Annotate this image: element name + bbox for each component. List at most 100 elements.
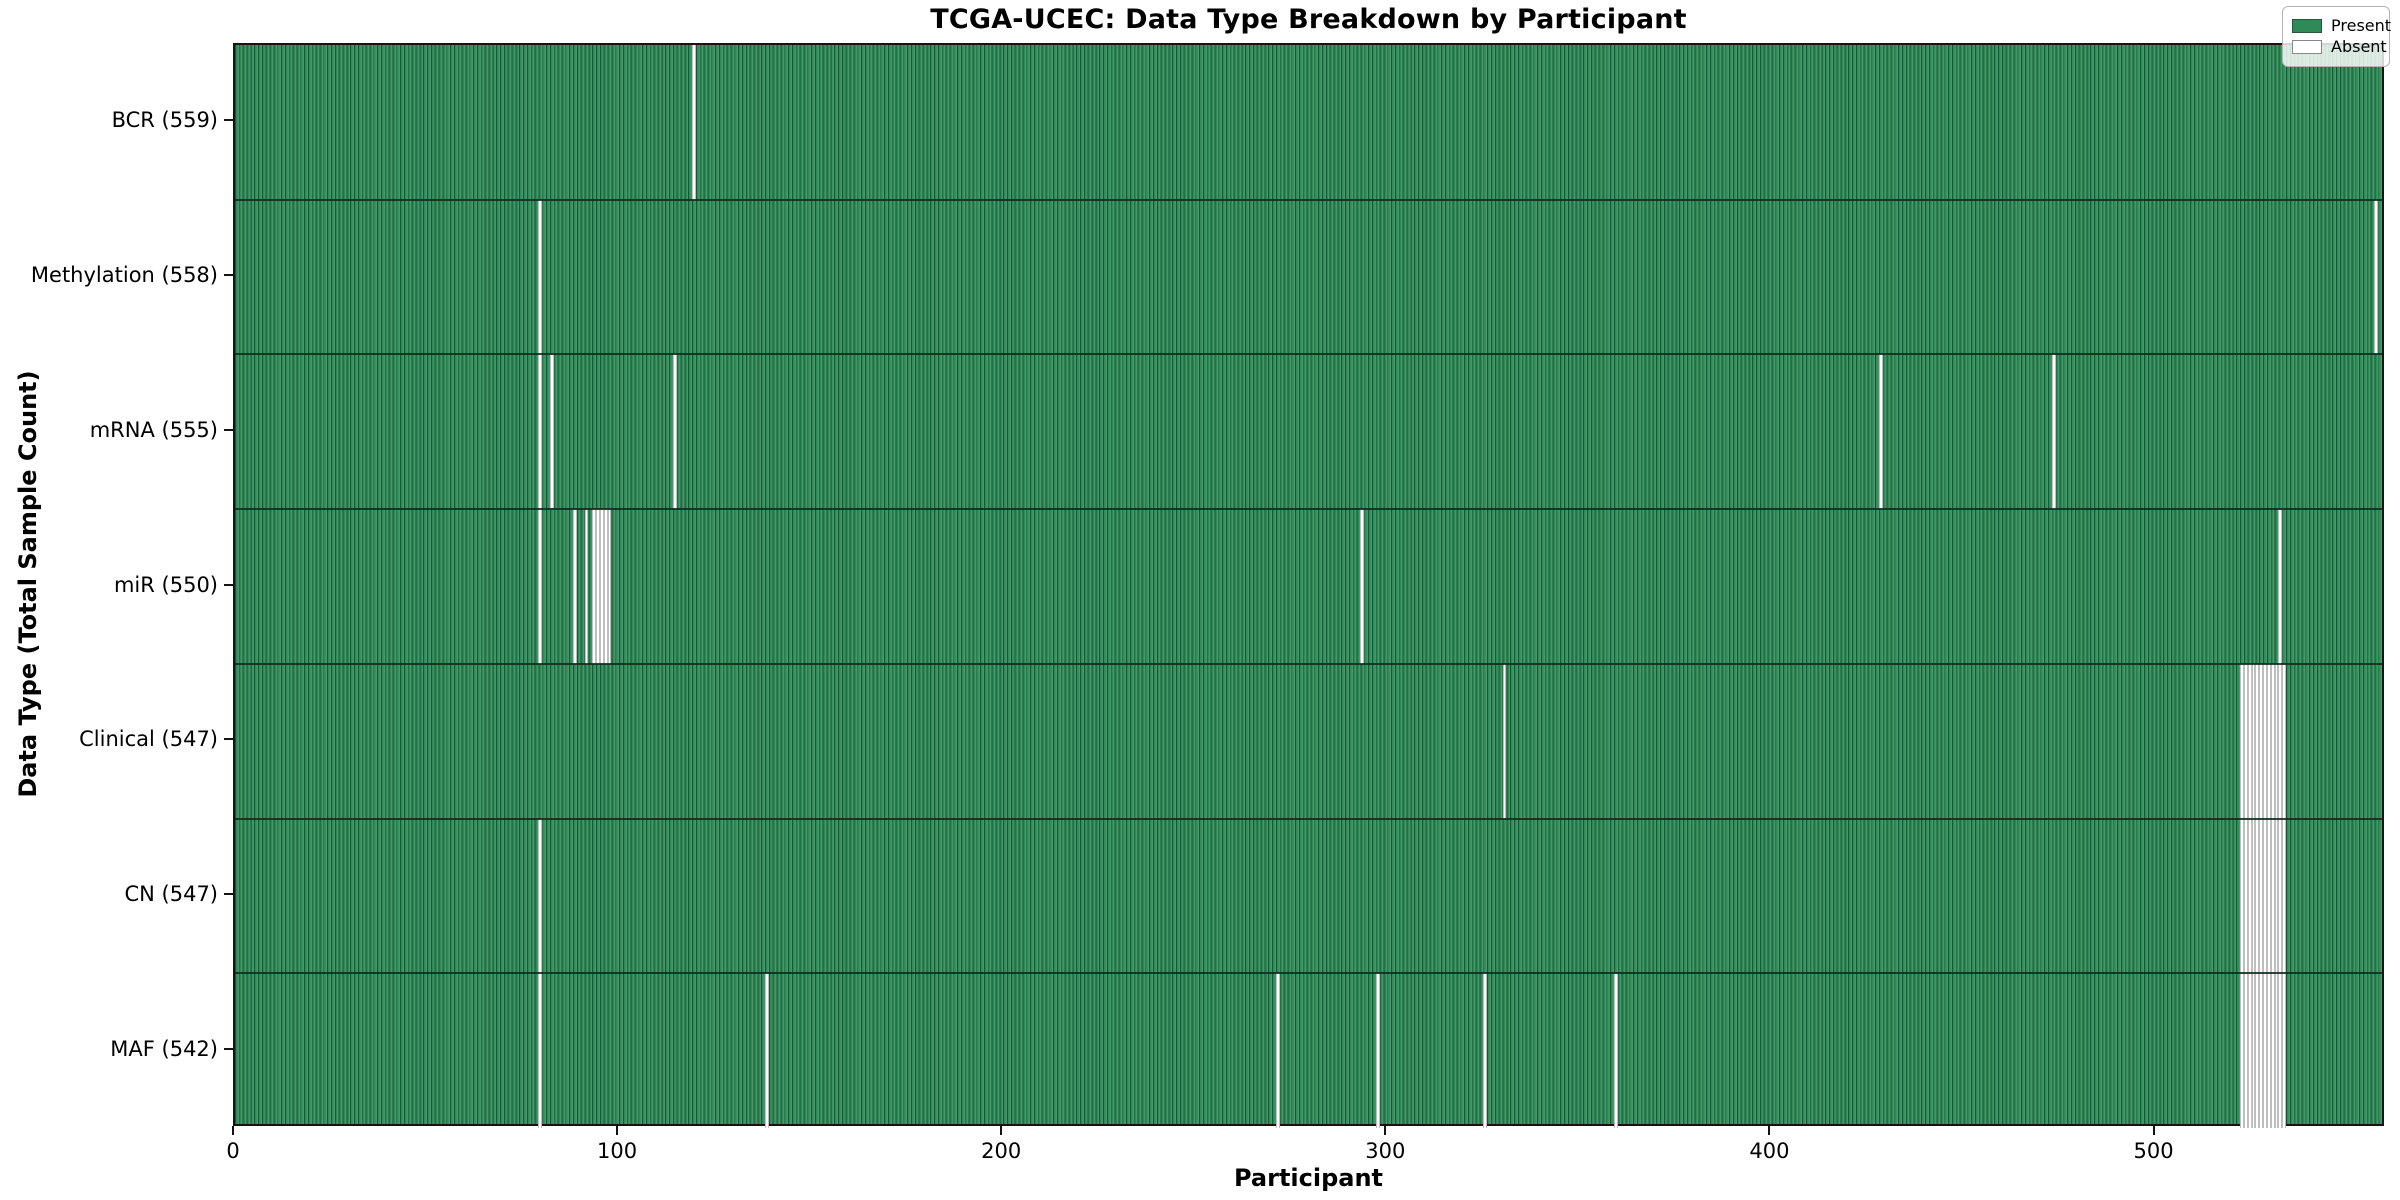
absent-gap-clinical-524 — [2247, 663, 2252, 819]
absent-gap-maf-531 — [2274, 973, 2279, 1128]
absent-gap-mir-91 — [584, 509, 589, 664]
absent-gap-methylation-557 — [2374, 199, 2379, 355]
row-separator — [235, 198, 2382, 201]
absent-gap-methylation-79 — [538, 199, 543, 355]
absent-gap-cn-523 — [2243, 818, 2248, 974]
x-tick — [1384, 1126, 1387, 1135]
absent-gap-maf-527 — [2259, 973, 2264, 1128]
y-tick — [224, 119, 233, 122]
x-tick — [2152, 1126, 2155, 1135]
x-tick-label-300: 300 — [1365, 1139, 1406, 1163]
chart-title: TCGA-UCEC: Data Type Breakdown by Partic… — [930, 4, 1687, 35]
absent-gap-maf-528 — [2263, 973, 2267, 1128]
absent-gap-maf-525 — [2251, 973, 2256, 1128]
absent-gap-clinical-530 — [2270, 663, 2275, 819]
y-tick-label-methylation: Methylation (558) — [30, 263, 218, 288]
absent-gap-cn-531 — [2274, 818, 2279, 974]
absent-gap-cn-526 — [2255, 818, 2260, 974]
y-tick-label-cn: CN (547) — [124, 881, 218, 906]
absent-gap-maf-138 — [765, 973, 769, 1128]
absent-gap-mrna-114 — [672, 354, 677, 510]
row-maf — [235, 973, 2382, 1128]
y-tick — [224, 1047, 233, 1050]
absent-gap-cn-529 — [2266, 818, 2271, 974]
row-mir — [235, 509, 2382, 664]
y-tick — [224, 428, 233, 431]
absent-gap-mir-97 — [607, 509, 612, 664]
absent-gap-mrna-82 — [549, 354, 554, 510]
row-mrna — [235, 354, 2382, 510]
absent-gap-clinical-526 — [2255, 663, 2260, 819]
absent-gap-maf-526 — [2255, 973, 2260, 1128]
y-tick — [224, 892, 233, 895]
legend-present-label: Present — [2331, 16, 2392, 35]
absent-gap-maf-533 — [2282, 973, 2287, 1128]
present-swatch-icon — [2292, 19, 2322, 33]
absent-gap-maf-523 — [2243, 973, 2248, 1128]
row-bcr — [235, 45, 2382, 200]
absent-gap-clinical-533 — [2282, 663, 2287, 819]
absent-gap-mir-293 — [1360, 509, 1365, 664]
absent-gap-cn-528 — [2263, 818, 2267, 974]
x-tick-label-100: 100 — [597, 1139, 638, 1163]
plot-area — [233, 43, 2384, 1128]
absent-gap-clinical-330 — [1502, 663, 1507, 819]
y-tick-label-mrna: mRNA (555) — [89, 417, 218, 442]
row-cn — [235, 818, 2382, 974]
absent-gap-mir-532 — [2278, 509, 2283, 664]
absent-gap-maf-524 — [2247, 973, 2252, 1128]
row-separator — [235, 662, 2382, 665]
x-tick-label-0: 0 — [226, 1139, 240, 1163]
absent-gap-mir-79 — [538, 509, 543, 664]
absent-gap-mir-95 — [599, 509, 604, 664]
absent-gap-clinical-523 — [2243, 663, 2248, 819]
absent-gap-maf-532 — [2278, 973, 2283, 1128]
row-methylation — [235, 199, 2382, 355]
absent-gap-mrna-79 — [538, 354, 543, 510]
row-separator — [235, 353, 2382, 356]
absent-gap-cn-532 — [2278, 818, 2283, 974]
x-tick — [232, 1126, 234, 1135]
absent-gap-maf-271 — [1275, 973, 1280, 1128]
absent-swatch-icon — [2292, 40, 2322, 54]
absent-gap-mir-94 — [596, 509, 600, 664]
x-axis-label: Participant — [1233, 1164, 1384, 1192]
y-tick-label-bcr: BCR (559) — [111, 108, 218, 133]
absent-gap-mrna-473 — [2051, 354, 2056, 510]
y-tick-label-maf: MAF (542) — [110, 1036, 218, 1061]
legend-absent-label: Absent — [2331, 37, 2387, 56]
absent-gap-clinical-525 — [2251, 663, 2256, 819]
y-tick-label-clinical: Clinical (547) — [79, 727, 218, 752]
absent-gap-clinical-532 — [2278, 663, 2283, 819]
row-separator — [235, 972, 2382, 975]
x-tick — [1000, 1126, 1003, 1135]
absent-gap-clinical-527 — [2259, 663, 2264, 819]
legend-entry-absent: Absent — [2292, 38, 2387, 56]
legend-entry-present: Present — [2292, 17, 2391, 35]
absent-gap-maf-359 — [1613, 973, 1618, 1128]
absent-gap-cn-533 — [2282, 818, 2287, 974]
absent-gap-cn-525 — [2251, 818, 2256, 974]
x-tick — [616, 1126, 619, 1135]
absent-gap-cn-527 — [2259, 818, 2264, 974]
absent-gap-bcr-119 — [692, 45, 696, 200]
absent-gap-mir-96 — [603, 509, 608, 664]
y-tick — [224, 738, 233, 741]
absent-gap-mir-93 — [592, 509, 597, 664]
absent-gap-mrna-428 — [1878, 354, 1883, 510]
absent-gap-maf-79 — [538, 973, 543, 1128]
y-tick — [224, 583, 233, 586]
y-tick-label-mir: miR (550) — [113, 572, 218, 597]
absent-gap-maf-297 — [1375, 973, 1380, 1128]
x-tick-label-400: 400 — [1749, 1139, 1790, 1163]
legend: Present Absent — [2282, 6, 2391, 67]
absent-gap-maf-529 — [2266, 973, 2271, 1128]
absent-gap-maf-530 — [2270, 973, 2275, 1128]
absent-gap-clinical-528 — [2263, 663, 2267, 819]
absent-gap-cn-524 — [2247, 818, 2252, 974]
x-tick-label-500: 500 — [2133, 1139, 2174, 1163]
absent-gap-cn-79 — [538, 818, 543, 974]
absent-gap-cn-522 — [2240, 818, 2244, 974]
absent-gap-maf-522 — [2240, 973, 2244, 1128]
